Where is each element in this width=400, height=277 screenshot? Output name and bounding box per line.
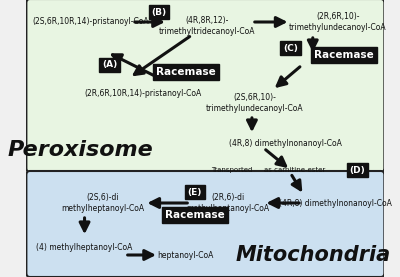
Text: (D): (D) xyxy=(350,165,366,175)
Text: as carnitine-ester: as carnitine-ester xyxy=(264,167,326,173)
Text: (A): (A) xyxy=(102,60,117,70)
FancyBboxPatch shape xyxy=(26,171,384,277)
Text: (2R,6R,10R,14)-pristanoyl-CoA: (2R,6R,10R,14)-pristanoyl-CoA xyxy=(84,88,201,98)
Text: Racemase: Racemase xyxy=(314,50,374,60)
Text: (C): (C) xyxy=(283,43,298,53)
Text: (4) methylheptanoyl-CoA: (4) methylheptanoyl-CoA xyxy=(36,243,133,253)
Text: Transported: Transported xyxy=(212,167,253,173)
Text: heptanoyl-CoA: heptanoyl-CoA xyxy=(158,250,214,260)
Text: (E): (E) xyxy=(188,188,202,196)
Text: (4R,8) dimethylnonanoyl-CoA: (4R,8) dimethylnonanoyl-CoA xyxy=(230,138,342,147)
Text: Racemase: Racemase xyxy=(156,67,216,77)
Text: (B): (B) xyxy=(151,7,166,17)
Text: (2R,6R,10)-
trimethylundecanoyl-CoA: (2R,6R,10)- trimethylundecanoyl-CoA xyxy=(289,12,387,32)
Text: Mitochondria: Mitochondria xyxy=(235,245,390,265)
Text: Peroxisome: Peroxisome xyxy=(7,140,153,160)
Text: (2S,6R,10R,14)-pristanoyl-CoA: (2S,6R,10R,14)-pristanoyl-CoA xyxy=(32,17,149,27)
Text: (4R,8) dimethylnonanoyl-CoA: (4R,8) dimethylnonanoyl-CoA xyxy=(279,199,392,207)
FancyBboxPatch shape xyxy=(26,0,384,172)
Text: (4R,8R,12)-
trimethyltridecanoyl-CoA: (4R,8R,12)- trimethyltridecanoyl-CoA xyxy=(159,16,256,36)
Text: (2S,6)-di
methylheptanoyl-CoA: (2S,6)-di methylheptanoyl-CoA xyxy=(61,193,144,213)
Text: Racemase: Racemase xyxy=(165,210,224,220)
Text: (2S,6R,10)-
trimethylundecanoyl-CoA: (2S,6R,10)- trimethylundecanoyl-CoA xyxy=(206,93,304,113)
Text: (2R,6)-di
methylheptanoyl-CoA: (2R,6)-di methylheptanoyl-CoA xyxy=(186,193,269,213)
